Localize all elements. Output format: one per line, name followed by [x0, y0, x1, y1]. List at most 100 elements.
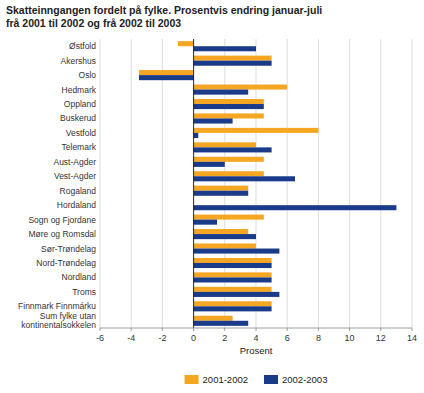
- x-axis: -6 -4 -2 0 2 4 6 8 10 12 14: [96, 328, 417, 343]
- tick-label: 10: [345, 333, 355, 343]
- bar: [194, 301, 272, 306]
- bar: [194, 215, 264, 220]
- tick: [349, 328, 350, 331]
- bar: [194, 147, 272, 152]
- tick: [100, 328, 101, 331]
- tick-label: 4: [253, 333, 258, 343]
- legend-label: 2002-2003: [282, 374, 327, 385]
- tick: [380, 328, 381, 331]
- bar: [194, 316, 233, 321]
- bar: [194, 61, 272, 66]
- category-label: Sogn og Fjordane: [28, 215, 96, 225]
- tick-label: 6: [285, 333, 290, 343]
- bar: [194, 220, 217, 225]
- bar: [194, 258, 272, 263]
- bar: [194, 292, 280, 297]
- bar: [194, 191, 249, 196]
- grid-line: [412, 39, 413, 328]
- category-label: Buskerud: [60, 113, 96, 123]
- bar: [194, 113, 264, 118]
- tick: [287, 328, 288, 331]
- category-label: Nordland: [62, 272, 97, 282]
- category-label: Nord-Trøndelag: [36, 258, 96, 268]
- tick: [162, 328, 163, 331]
- tick-label: 14: [407, 333, 417, 343]
- bar: [194, 205, 397, 210]
- category-label: Telemark: [62, 142, 97, 152]
- bar: [194, 234, 256, 239]
- bar: [194, 133, 199, 138]
- category-label: Vest-Agder: [54, 171, 96, 181]
- bar: [194, 287, 272, 292]
- grid-line: [224, 39, 225, 328]
- grid-line: [256, 39, 257, 328]
- category-label: Sum fylke utankontinentalsokkelen: [21, 311, 96, 330]
- grid-line: [100, 39, 101, 328]
- bar: [194, 162, 225, 167]
- bar: [194, 56, 272, 61]
- tick: [131, 328, 132, 331]
- bar: [194, 90, 249, 95]
- bar: [194, 263, 272, 268]
- tick: [318, 328, 319, 331]
- legend-item: 2001-2002: [185, 374, 248, 385]
- bar: [194, 176, 295, 181]
- category-label: Akershus: [61, 56, 96, 66]
- grid-line: [193, 39, 194, 328]
- tick-label: -6: [96, 333, 104, 343]
- bar: [139, 70, 194, 75]
- bar: [194, 171, 264, 176]
- legend-item: 2002-2003: [264, 374, 327, 385]
- category-label: Oppland: [64, 99, 96, 109]
- category-label: Troms: [72, 287, 96, 297]
- bar: [139, 75, 194, 80]
- bar: [194, 128, 319, 133]
- bar: [194, 99, 264, 104]
- category-label: Sør-Trøndelag: [41, 244, 96, 254]
- bars: [139, 41, 396, 326]
- legend-swatch: [185, 375, 199, 384]
- tick-label: 0: [191, 333, 196, 343]
- grid-line: [380, 39, 381, 328]
- legend-swatch: [264, 375, 278, 384]
- category-label: Finnmark Finnmárku: [18, 301, 96, 311]
- category-label: Oslo: [79, 70, 97, 80]
- y-axis: ØstfoldAkershusOsloHedmarkOpplandBuskeru…: [18, 41, 97, 330]
- grid-line: [349, 39, 350, 328]
- tick-label: -4: [127, 333, 135, 343]
- bar: [194, 186, 249, 191]
- bar: [194, 157, 264, 162]
- grid: [100, 39, 412, 328]
- grid-line: [162, 39, 163, 328]
- bar: [194, 46, 256, 51]
- tick-label: 8: [316, 333, 321, 343]
- legend: 2001-2002 2002-2003: [185, 374, 328, 385]
- category-label: Hordaland: [57, 200, 96, 210]
- grid-line: [318, 39, 319, 328]
- chart: Skatteinngangen fordelt på fylke. Prosen…: [0, 0, 424, 393]
- category-label: Vestfold: [66, 128, 97, 138]
- tick-label: -2: [158, 333, 166, 343]
- x-axis-label: Prosent: [240, 345, 273, 356]
- title: Skatteinngangen fordelt på fylke. Prosen…: [6, 4, 322, 29]
- tick: [193, 328, 194, 331]
- bar: [194, 85, 288, 90]
- tick-label: 2: [222, 333, 227, 343]
- bar: [194, 272, 272, 277]
- category-label: Møre og Romsdal: [28, 229, 96, 239]
- bar: [194, 104, 264, 109]
- category-label: Rogaland: [60, 186, 97, 196]
- category-label: Østfold: [69, 41, 96, 51]
- bar: [194, 229, 249, 234]
- bar: [178, 41, 194, 46]
- bar: [194, 142, 256, 147]
- bar: [194, 118, 233, 123]
- tick: [256, 328, 257, 331]
- grid-line: [131, 39, 132, 328]
- bar: [194, 306, 272, 311]
- grid-line: [287, 39, 288, 328]
- zero-line: [193, 39, 194, 328]
- bar: [194, 321, 249, 326]
- tick: [224, 328, 225, 331]
- tick-label: 12: [376, 333, 386, 343]
